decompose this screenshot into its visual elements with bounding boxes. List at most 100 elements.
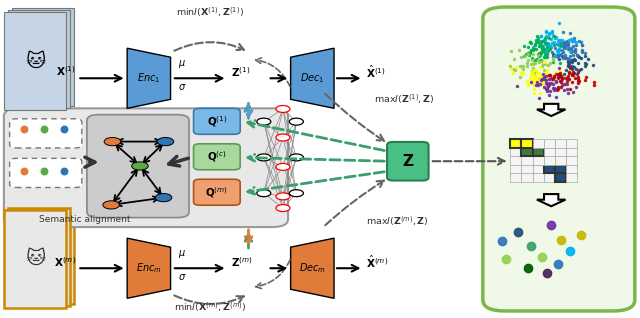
Text: $\mathbf{Q}^{(m)}$: $\mathbf{Q}^{(m)}$ <box>205 185 228 200</box>
Point <box>577 42 587 47</box>
Bar <box>510 165 522 173</box>
Bar <box>532 156 544 165</box>
Circle shape <box>157 137 173 146</box>
Circle shape <box>289 154 303 161</box>
Point <box>534 59 545 65</box>
FancyBboxPatch shape <box>483 7 635 311</box>
Point <box>523 82 533 87</box>
Point <box>588 63 598 68</box>
Circle shape <box>156 194 172 202</box>
Point <box>557 76 567 81</box>
Bar <box>522 148 532 156</box>
Point <box>539 77 549 82</box>
Point <box>540 52 550 57</box>
Point <box>562 80 572 85</box>
Text: $Dec_m$: $Dec_m$ <box>299 261 326 275</box>
Point <box>524 45 534 50</box>
FancyBboxPatch shape <box>193 108 240 134</box>
Point <box>565 66 575 71</box>
Point <box>567 38 577 43</box>
Point <box>563 56 573 61</box>
Point <box>547 31 557 36</box>
Point <box>528 78 538 83</box>
FancyBboxPatch shape <box>387 142 429 181</box>
Point <box>525 39 536 44</box>
Point <box>573 74 584 80</box>
Point <box>501 256 511 261</box>
Point <box>534 75 544 80</box>
Point <box>537 255 547 260</box>
Point <box>557 74 567 80</box>
Point <box>555 71 565 76</box>
Bar <box>544 139 555 148</box>
Point <box>544 76 554 81</box>
Point <box>555 60 565 66</box>
Point <box>570 47 580 52</box>
Point <box>550 53 560 58</box>
Point <box>547 77 557 82</box>
Point <box>563 46 573 52</box>
Point <box>525 40 536 45</box>
Point <box>546 45 556 50</box>
Point <box>577 48 587 53</box>
Point <box>536 57 547 62</box>
Point <box>532 53 543 58</box>
Point <box>39 169 49 174</box>
Point <box>541 83 552 88</box>
Point <box>528 81 538 86</box>
Point <box>534 75 545 80</box>
Point <box>573 77 583 82</box>
Point <box>567 71 577 76</box>
Point <box>568 69 578 74</box>
Point <box>529 73 539 79</box>
Point <box>543 63 553 68</box>
Point <box>535 82 545 87</box>
Point <box>564 70 574 75</box>
Point <box>559 87 569 92</box>
Point <box>519 43 529 48</box>
Point <box>533 40 543 45</box>
Point <box>567 60 577 65</box>
Point <box>529 70 539 75</box>
Point <box>530 81 540 86</box>
Point <box>536 78 546 83</box>
Point <box>543 41 553 46</box>
Point <box>531 46 541 51</box>
Point <box>541 81 551 86</box>
Point <box>565 86 575 91</box>
Point <box>552 72 563 77</box>
Point <box>554 57 564 62</box>
Point <box>575 39 586 44</box>
Bar <box>555 165 566 173</box>
Text: $\sigma$: $\sigma$ <box>178 272 187 282</box>
Point <box>566 63 577 68</box>
Point <box>534 44 545 49</box>
Bar <box>522 139 532 148</box>
Point <box>509 67 520 72</box>
Point <box>555 37 565 42</box>
Text: $\mathbf{Q}^{(c)}$: $\mathbf{Q}^{(c)}$ <box>207 149 227 164</box>
FancyArrowPatch shape <box>245 105 252 118</box>
Point <box>558 55 568 60</box>
Point <box>568 72 578 77</box>
Bar <box>12 8 74 106</box>
Point <box>570 39 580 44</box>
Point <box>508 71 518 76</box>
Point <box>526 79 536 84</box>
Point <box>563 60 573 65</box>
Point <box>580 50 590 55</box>
Point <box>537 59 547 64</box>
Point <box>522 64 532 69</box>
Bar <box>566 139 577 148</box>
Point <box>561 67 572 73</box>
Point <box>526 48 536 53</box>
Circle shape <box>257 118 271 125</box>
Bar <box>544 148 555 156</box>
Point <box>552 41 562 46</box>
Point <box>542 44 552 49</box>
Bar <box>555 139 566 148</box>
Point <box>565 31 575 36</box>
Bar <box>566 148 577 156</box>
Point <box>563 41 573 46</box>
FancyBboxPatch shape <box>193 179 240 205</box>
